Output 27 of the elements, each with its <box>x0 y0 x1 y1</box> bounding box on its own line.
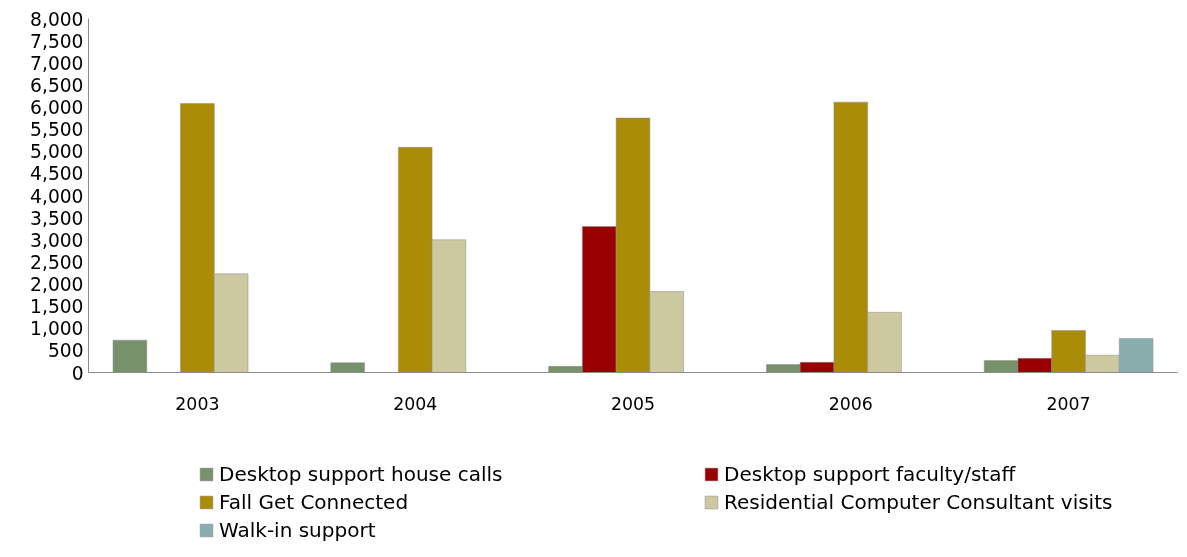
legend-label: Desktop support faculty/staff <box>724 462 1017 486</box>
y-tick-label: 7,500 <box>30 30 84 52</box>
y-tick-label: 0 <box>71 362 84 384</box>
y-tick-label: 4,000 <box>30 185 84 207</box>
y-tick-label: 3,000 <box>30 229 84 251</box>
y-tick-label: 8,000 <box>30 8 84 30</box>
y-tick-label: 7,000 <box>30 52 84 74</box>
legend-label: Fall Get Connected <box>219 490 410 514</box>
x-tick-label: 2006 <box>828 393 873 414</box>
y-tick-label: 6,000 <box>30 97 84 118</box>
y-tick-label: 4,500 <box>30 163 84 185</box>
y-tick-label: 5,500 <box>30 119 84 141</box>
y-tick-label: 2,000 <box>30 274 84 295</box>
legend-label: Walk-in support <box>219 518 377 542</box>
x-tick-label: 2003 <box>175 393 220 414</box>
y-tick-label: 1,000 <box>30 318 84 340</box>
y-tick-label: 1,500 <box>30 296 84 318</box>
y-tick-label: 500 <box>47 340 84 362</box>
x-tick-label: 2007 <box>1046 393 1091 414</box>
y-tick-label: 2,500 <box>30 251 84 273</box>
x-tick-label: 2004 <box>393 393 438 414</box>
y-tick-label: 3,500 <box>30 207 84 229</box>
y-tick-label: 6,500 <box>30 74 84 96</box>
legend-label: Residential Computer Consultant visits <box>724 490 1114 514</box>
legend-label: Desktop support house calls <box>219 462 504 486</box>
x-tick-label: 2005 <box>610 393 656 414</box>
y-tick-label: 5,000 <box>30 141 84 163</box>
